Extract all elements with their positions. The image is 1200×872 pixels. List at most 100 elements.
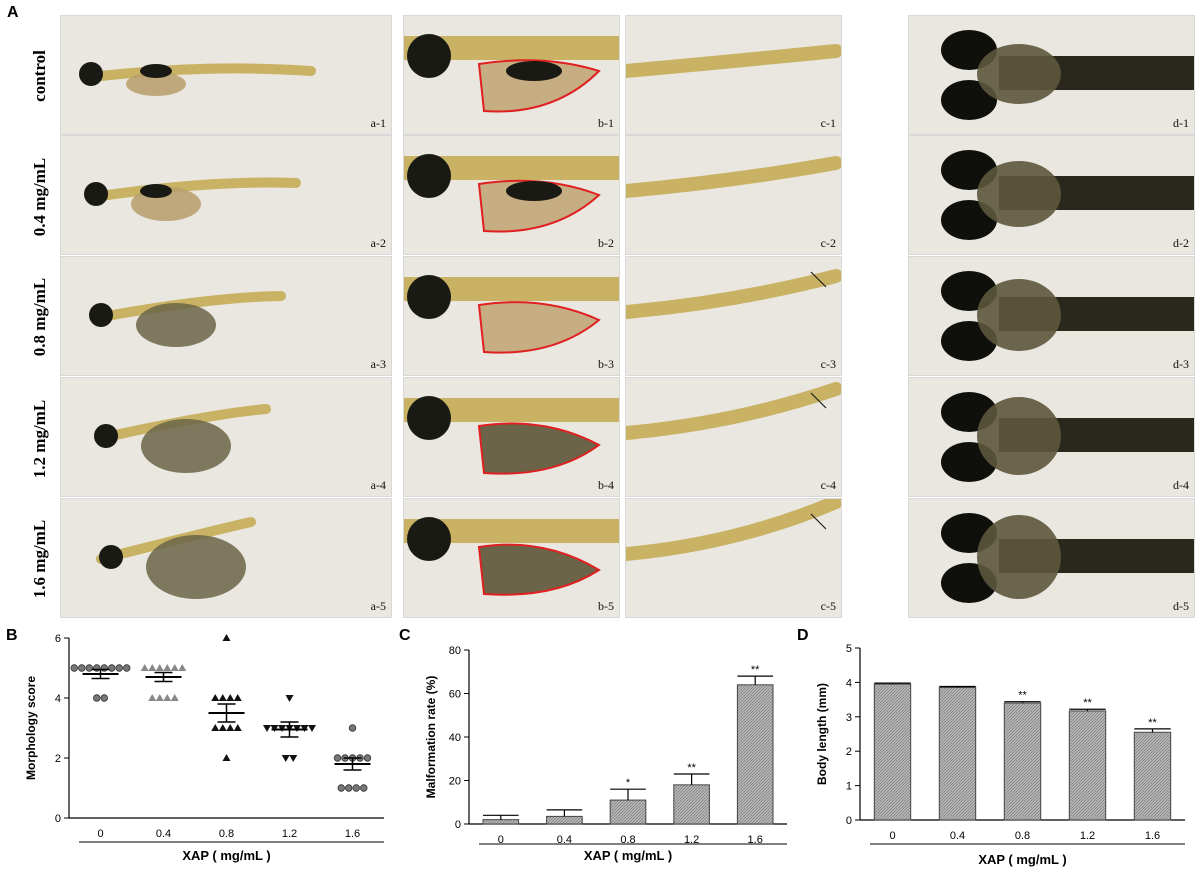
fish-tail: [626, 499, 841, 561]
photo-label: c-3: [820, 357, 836, 371]
x-tick-label: 1.2: [1080, 830, 1095, 842]
zebrafish-photo: d-5: [908, 498, 1195, 618]
fish-eye: [407, 154, 451, 198]
red-outline: [477, 422, 601, 475]
significance-label: *: [626, 777, 631, 789]
fish-eye: [94, 424, 118, 448]
data-point: [308, 725, 316, 732]
significance-label: **: [751, 664, 760, 676]
data-point: [108, 664, 116, 672]
zebrafish-photo: a-5: [60, 498, 392, 618]
data-point: [333, 754, 342, 762]
bar: [546, 815, 583, 825]
data-point: [289, 755, 298, 762]
y-tick-label: 3: [846, 712, 852, 724]
data-point: [115, 664, 123, 672]
zebrafish-photo: d-1: [908, 15, 1195, 135]
black-arrow: [810, 271, 827, 288]
zebrafish-drawing: [96, 517, 256, 599]
y-tick-label: 4: [55, 693, 61, 705]
x-tick-label: 0: [889, 830, 895, 842]
fish-swim-bladder: [506, 61, 562, 81]
fish-yolk: [136, 303, 216, 347]
panel-letter-c: C: [399, 627, 411, 644]
photo-label: c-5: [820, 599, 836, 613]
fish-body: [96, 291, 286, 322]
bar: [938, 687, 977, 821]
panel-letter-b: B: [6, 627, 18, 644]
zebrafish-photo: d-2: [908, 135, 1195, 255]
zebrafish-photo: c-4: [625, 377, 842, 497]
y-tick-label: 60: [449, 689, 461, 701]
data-point: [360, 784, 368, 792]
zebrafish-photo: b-2: [403, 135, 620, 255]
x-tick-label: 1.6: [1145, 830, 1160, 842]
photo-label: a-2: [370, 236, 386, 250]
data-point: [178, 664, 187, 671]
morphology-score-chart: 0 2 4 6 Morphology score XAP ( mg/mL ) 0 0.4 0.8…: [24, 633, 384, 863]
fish-eye: [89, 303, 113, 327]
photo-label: d-5: [1173, 599, 1189, 613]
y-tick-label: 20: [449, 776, 461, 788]
zebrafish-drawing: [404, 34, 619, 113]
fish-tail: [626, 44, 841, 78]
photo-label: b-4: [598, 478, 614, 492]
y-axis-label: Body length (mm): [815, 683, 829, 785]
photo-label: b-5: [598, 599, 614, 613]
x-tick-label: 1.2: [684, 834, 699, 846]
data-point: [123, 664, 131, 672]
fish-swim-bladder: [140, 184, 172, 198]
data-point: [352, 784, 360, 792]
data-point: [218, 694, 227, 701]
zebrafish-drawing: [626, 269, 841, 319]
data-point: [226, 694, 235, 701]
zebrafish-photo: a-2: [60, 135, 392, 255]
zebrafish-drawing: [626, 499, 841, 561]
x-axis-label: XAP ( mg/mL ): [978, 852, 1066, 867]
data-point: [363, 754, 372, 762]
y-tick-label: 5: [846, 643, 852, 655]
y-axis-label: Morphology score: [24, 676, 38, 780]
fish-eye: [84, 182, 108, 206]
photo-label: d-1: [1173, 116, 1189, 130]
significance-label: **: [687, 762, 696, 774]
zebrafish-drawing: [404, 396, 619, 475]
zebrafish-drawing: [941, 30, 1194, 120]
zebrafish-drawing: [404, 517, 619, 596]
x-tick-label: 1.2: [282, 828, 297, 840]
data-point: [263, 725, 271, 732]
bar: [482, 819, 520, 825]
zebrafish-photo: b-3: [403, 256, 620, 376]
x-tick-label: 0.4: [950, 830, 965, 842]
x-tick-label: 0.8: [620, 834, 635, 846]
y-axis-label: Malformation rate (%): [424, 676, 438, 799]
zebrafish-photo: c-2: [625, 135, 842, 255]
fish-eye: [407, 275, 451, 319]
zebrafish-photo: b-5: [403, 498, 620, 618]
data-point: [211, 724, 220, 731]
photo-label: c-2: [820, 236, 836, 250]
zebrafish-photo: c-1: [625, 15, 842, 135]
data-point: [85, 664, 93, 672]
bar: [1133, 731, 1172, 821]
photo-label: d-3: [1173, 357, 1189, 371]
zebrafish-drawing: [404, 154, 619, 233]
fish-head: [977, 397, 1061, 475]
x-tick-label: 0.8: [1015, 830, 1030, 842]
fish-tail: [626, 156, 841, 198]
row-label-0-8: 0.8 mg/mL: [30, 277, 49, 357]
significance-label: **: [1148, 717, 1157, 729]
zebrafish-photo: a-1: [60, 15, 392, 135]
x-tick-label: 0.4: [557, 834, 572, 846]
fish-yolk: [141, 419, 231, 473]
fish-head: [977, 279, 1061, 351]
y-tick-label: 80: [449, 645, 461, 657]
photo-label: c-1: [820, 116, 836, 130]
zebrafish-drawing: [941, 392, 1194, 482]
zebrafish-drawing: [84, 177, 301, 221]
fish-eye: [941, 80, 997, 120]
zebrafish-drawing: [79, 62, 316, 96]
data-point: [233, 724, 242, 731]
bar: [736, 684, 774, 825]
y-tick-label: 4: [846, 677, 852, 689]
